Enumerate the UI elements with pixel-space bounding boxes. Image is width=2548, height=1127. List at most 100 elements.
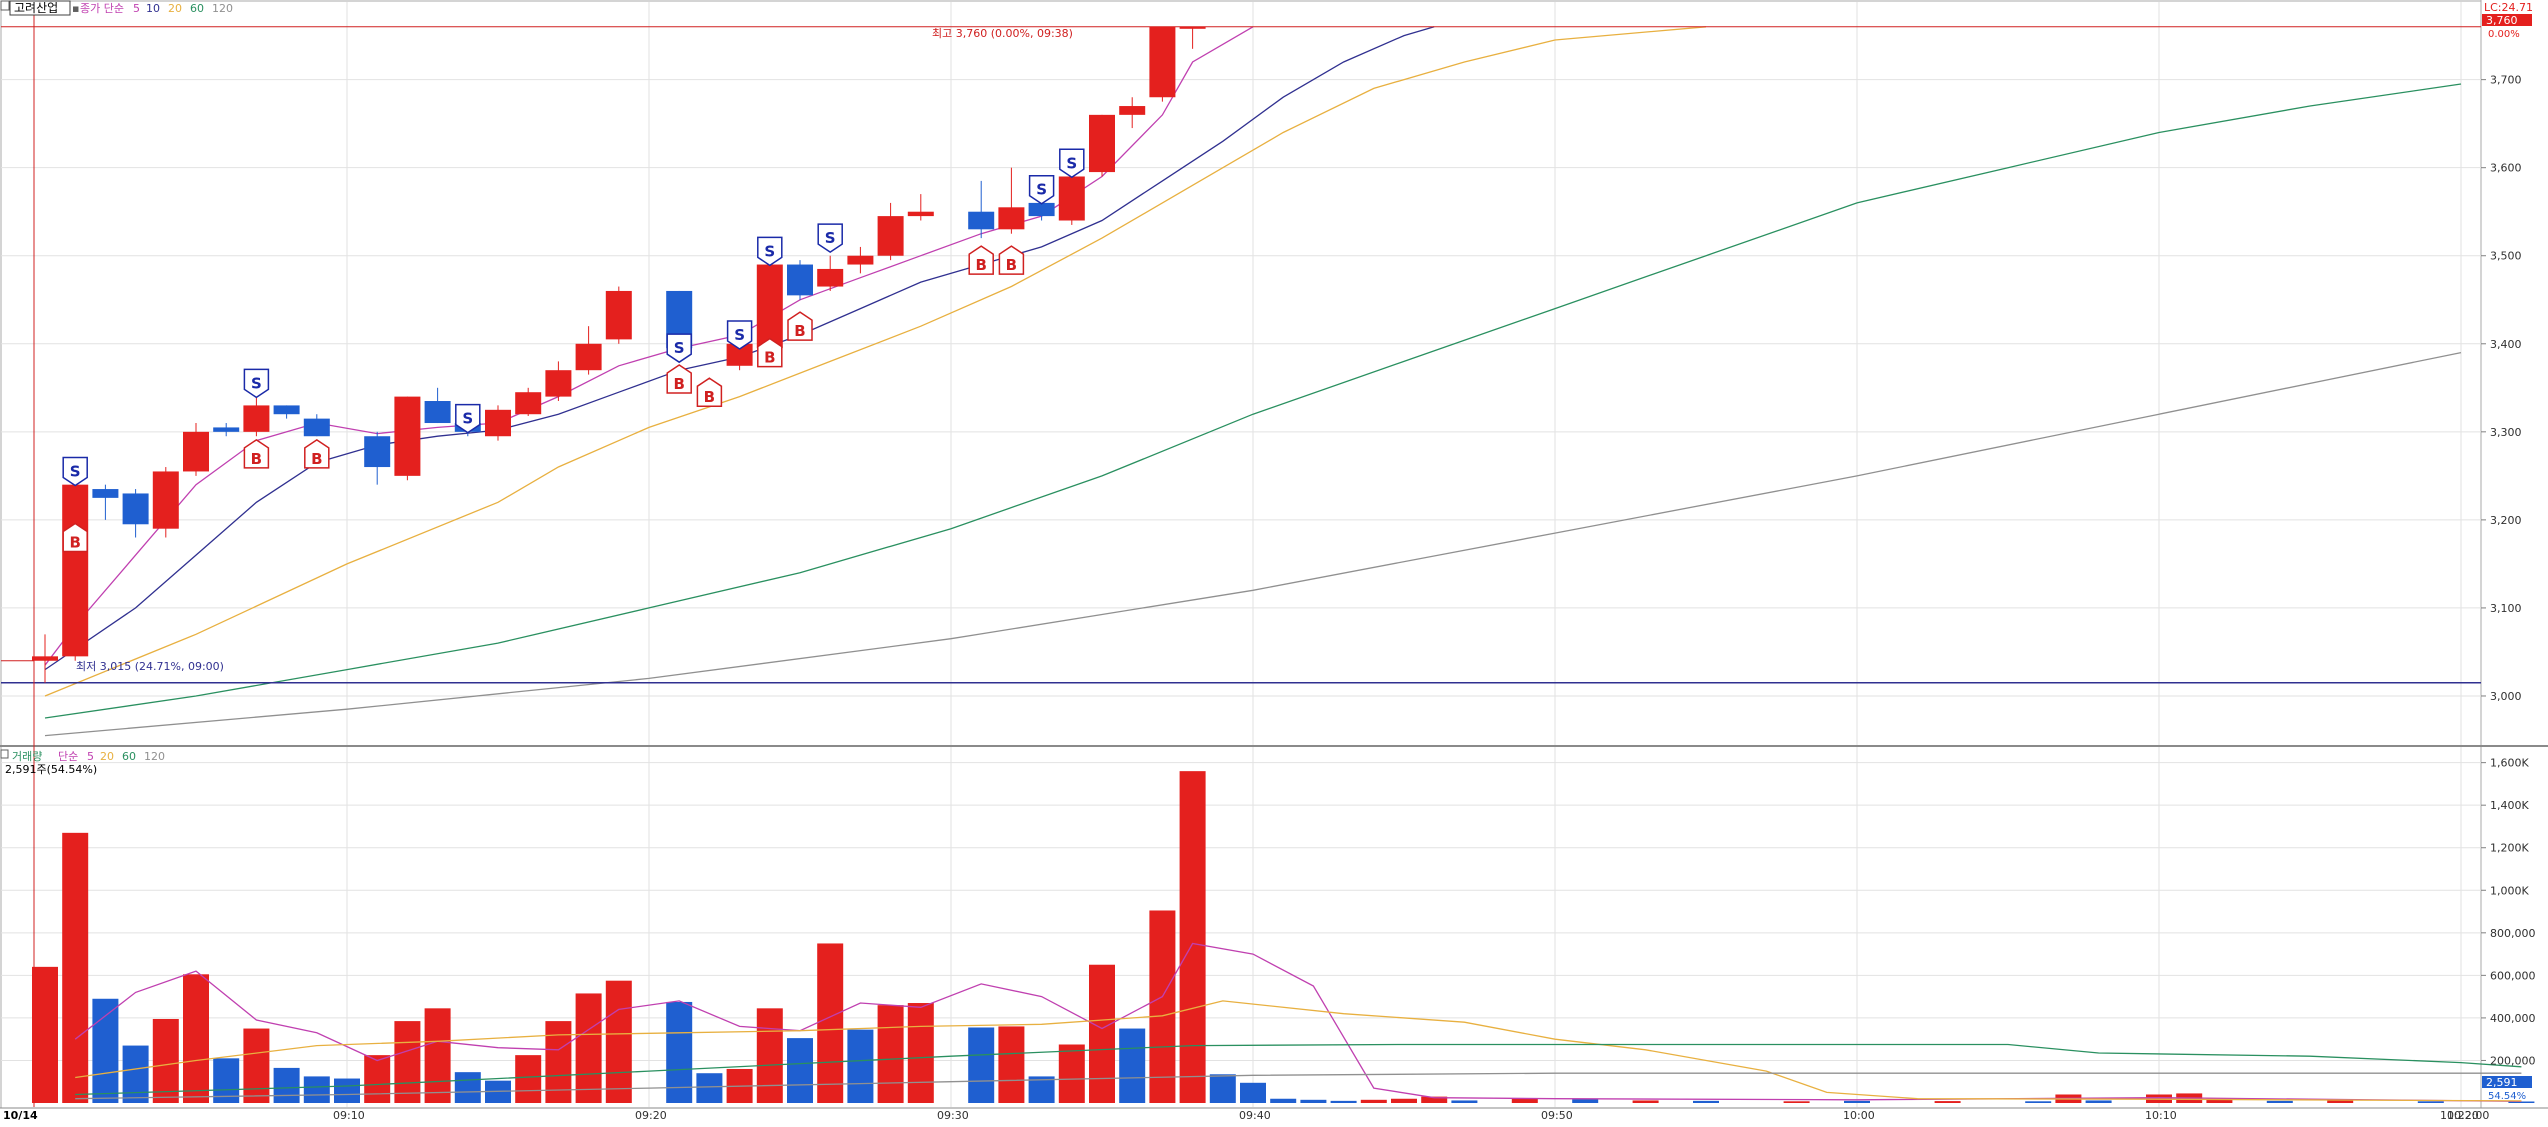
volume-tick-label: 400,000 (2490, 1012, 2536, 1025)
candle-body (394, 396, 421, 476)
volume-bar (1270, 1098, 1297, 1103)
sell-signal-label: S (825, 229, 836, 247)
volume-tick-label: 800,000 (2490, 927, 2536, 940)
buy-signal-label: B (1006, 256, 1017, 274)
volume-title: 거래량 (12, 750, 42, 763)
volume-bar (1360, 1099, 1387, 1103)
volume-bar (394, 1021, 421, 1103)
volume-bar (787, 1038, 813, 1103)
volume-ma-line-60 (75, 1043, 2522, 1096)
volume-bar (424, 1008, 451, 1103)
volume-bar (62, 832, 89, 1103)
candle-body (787, 264, 813, 296)
volume-tick-label: 1,000K (2490, 884, 2529, 897)
volume-bar (515, 1055, 542, 1103)
candle-body (152, 471, 179, 529)
buy-signal-marker (62, 522, 88, 553)
sell-signal-marker (757, 236, 783, 267)
last-volume-pct: 54.54% (2488, 1091, 2526, 1102)
buy-signal-label: B (794, 322, 805, 340)
volume-ma-line-120 (75, 1072, 2522, 1100)
volume-bar (2508, 1101, 2535, 1103)
buy-signal-marker (304, 438, 330, 469)
sell-signal-marker (1028, 174, 1055, 205)
volume-bar (2206, 1098, 2233, 1103)
volume-bar (1119, 1028, 1146, 1103)
volume-panel-header: 거래량 단순 5 20 60 120 2,591주(54.54%) (0, 749, 165, 776)
volume-tick-label: 600,000 (2490, 969, 2536, 982)
candle-body (424, 401, 451, 424)
time-tick-label: 09:20 (635, 1109, 667, 1122)
volume-bar (1693, 1100, 1719, 1103)
candle-body (817, 268, 844, 287)
last-change: 0.00% (2488, 29, 2520, 40)
price-tick-label: 3,700 (2490, 74, 2522, 87)
volume-tick-label: 1,200K (2490, 842, 2529, 855)
price-tick-label: 3,300 (2490, 426, 2522, 439)
volume-tick-label: 200,000 (2490, 1054, 2536, 1067)
buy-signal-label: B (764, 349, 775, 367)
sell-signal-label: S (251, 374, 262, 392)
candle-body (726, 343, 753, 366)
volume-bar (213, 1058, 240, 1103)
candle-body (62, 484, 89, 657)
axes: 3,000 3,100 3,200 3,300 3,400 3,500 3,600 3,700… (333, 74, 2536, 1122)
volume-bar (183, 974, 209, 1103)
volume-bar (1572, 1099, 1599, 1103)
buy-signal-marker (998, 245, 1025, 275)
candle-body (122, 493, 149, 525)
candle-body (213, 427, 240, 432)
vol-ma-period-5: 5 (87, 750, 94, 763)
volume-bar (1089, 964, 1115, 1103)
ma-period-60: 60 (190, 2, 204, 15)
volume-tick-label: 1,400K (2490, 799, 2529, 812)
ma-period-5: 5 (133, 2, 140, 15)
sell-signal-marker (455, 403, 481, 434)
volume-bar (1209, 1074, 1236, 1103)
volume-bar (847, 1029, 874, 1103)
candle-body (273, 405, 300, 415)
volume-ma-line-5 (74, 942, 2522, 1102)
volume-bar (907, 1003, 934, 1103)
time-tick-label: 10:00 (1843, 1109, 1875, 1122)
volume-bar (122, 1045, 149, 1103)
volume-bar (605, 980, 632, 1103)
candle-body (485, 409, 511, 437)
high-price-note: 최고 3,760 (0.00%, 09:38) (932, 27, 1073, 40)
time-tick-label: 10:20 (2447, 1109, 2479, 1122)
low-price-note: 최저 3,015 (24.71%, 09:00) (76, 660, 224, 673)
last-volume-badge (2482, 1076, 2532, 1088)
volume-bar (2327, 1100, 2354, 1103)
sell-signal-marker (1059, 148, 1085, 179)
volume-bar (1451, 1100, 1478, 1103)
sell-signal-marker (243, 368, 270, 399)
candle-body (968, 211, 995, 230)
sell-signal-label: S (462, 410, 473, 428)
candle-body (575, 343, 602, 371)
svg-text:▪: ▪ (72, 2, 79, 15)
stock-name-box[interactable] (9, 0, 71, 16)
price-tick-label: 3,000 (2490, 690, 2522, 703)
sell-signal-label: S (1036, 181, 1047, 199)
volume-bar (1391, 1098, 1417, 1103)
buy-signal-label: B (251, 450, 262, 468)
volume-collapse-icon[interactable] (0, 749, 9, 759)
candle-body (1028, 202, 1055, 217)
volume-moving-averages (74, 942, 2522, 1102)
volume-bar (454, 1072, 481, 1103)
collapse-toggle-icon[interactable] (0, 0, 10, 11)
vol-ma-period-120: 120 (144, 750, 165, 763)
candle-body (756, 264, 783, 349)
buy-signal-label: B (311, 450, 322, 468)
last-volume: 2,591 (2486, 1076, 2518, 1089)
candle-body (1149, 26, 1176, 98)
price-ma-line-120 (44, 351, 2462, 737)
candle-body (32, 656, 58, 661)
time-tick-label: 10:10 (2145, 1109, 2177, 1122)
price-panel-header: 고려산업 ▪ 종가 단순 5 10 20 60 120 (0, 0, 233, 16)
candlesticks (32, 26, 1206, 683)
candle-body (1179, 26, 1206, 29)
date-label: 10/14 (3, 1109, 38, 1122)
